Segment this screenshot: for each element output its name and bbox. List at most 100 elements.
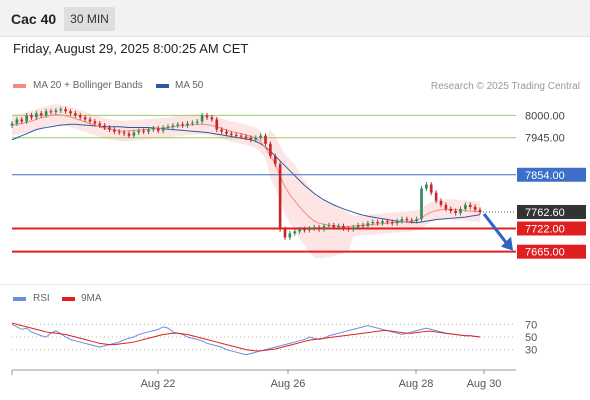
candle	[234, 132, 238, 139]
candle	[186, 121, 189, 128]
candle	[400, 216, 404, 224]
ma50-legend-swatch	[156, 84, 169, 88]
candle-body	[454, 210, 457, 214]
candle	[254, 135, 258, 143]
candle	[473, 204, 477, 213]
candle-body	[142, 130, 145, 132]
candle-body	[239, 135, 243, 137]
candle	[15, 116, 19, 126]
candle-body	[220, 129, 223, 132]
candle-body	[93, 121, 97, 124]
candle	[454, 208, 457, 216]
level-tag-text: 7945.00	[525, 133, 565, 145]
candle	[200, 112, 204, 124]
level-tag-bg	[517, 108, 586, 123]
candle	[337, 223, 340, 230]
candle	[468, 202, 472, 210]
candle-body	[191, 122, 194, 124]
candle-body	[298, 229, 301, 232]
candle	[249, 135, 253, 143]
candle	[230, 131, 233, 138]
candle-body	[327, 225, 331, 227]
candle-body	[366, 223, 370, 227]
level-tag-text: 8000.00	[525, 110, 565, 122]
candle-body	[259, 135, 262, 138]
candle-body	[44, 111, 48, 116]
candle	[147, 127, 150, 135]
candle-body	[83, 117, 87, 120]
candle-body	[342, 226, 345, 229]
candle-body	[347, 228, 350, 230]
bb-legend-label: MA 20 + Bollinger Bands	[33, 80, 143, 91]
candle	[405, 216, 409, 223]
candle	[195, 119, 199, 126]
candle	[78, 112, 82, 120]
candle	[64, 106, 67, 114]
level-tag-text: 7665.00	[525, 247, 565, 259]
bollinger-band	[12, 104, 480, 259]
bb-legend-swatch	[13, 84, 26, 88]
candle-body	[30, 115, 33, 118]
candle	[288, 230, 292, 240]
candle-body	[64, 109, 67, 112]
candle	[181, 121, 184, 128]
candle	[88, 116, 92, 124]
candle	[220, 127, 223, 135]
timeframe-selector[interactable]: 30 MIN	[64, 7, 115, 31]
candle-body	[10, 123, 14, 126]
candle-body	[69, 111, 72, 114]
candle	[191, 120, 194, 126]
candle-body	[278, 164, 282, 230]
candle-body	[322, 226, 326, 230]
candle-body	[147, 129, 150, 132]
candle-body	[117, 131, 121, 133]
candle-body	[273, 156, 277, 165]
level-tag-7665.00: 7665.00	[517, 244, 586, 259]
candle	[171, 123, 175, 130]
candle	[113, 127, 116, 135]
candle-body	[434, 192, 438, 201]
candle	[156, 125, 160, 134]
candle	[420, 186, 423, 222]
candle	[376, 219, 379, 226]
candle	[415, 216, 418, 224]
candle	[386, 218, 389, 225]
candle-body	[429, 184, 433, 193]
candle-body	[444, 204, 448, 209]
candle-body	[288, 233, 292, 238]
candle-body	[283, 229, 287, 238]
candle	[429, 182, 433, 196]
candle-body	[420, 188, 423, 220]
x-label-Aug 28: Aug 28	[399, 378, 434, 390]
symbol-title: Cac 40	[11, 11, 57, 27]
candle	[10, 121, 14, 128]
candle	[117, 129, 121, 135]
candle-body	[473, 206, 477, 210]
candle-body	[166, 126, 170, 128]
candle-body	[312, 227, 316, 229]
candle-body	[20, 119, 24, 122]
candle	[142, 128, 145, 135]
candle	[264, 133, 267, 147]
x-label-Aug 26: Aug 26	[271, 378, 306, 390]
candle-body	[390, 221, 394, 224]
candle	[44, 108, 48, 118]
candle-body	[371, 221, 375, 224]
timestamp: Friday, August 29, 2025 8:00:25 AM CET	[13, 41, 249, 56]
candle-body	[200, 115, 204, 122]
candle	[39, 110, 43, 118]
level-tag-bg	[517, 244, 586, 259]
candle	[356, 222, 360, 230]
toolbar: Cac 40 30 MIN	[0, 0, 590, 37]
candle	[103, 123, 106, 130]
rsi-tick-30: 30	[525, 345, 537, 357]
candle	[293, 228, 297, 236]
candle	[361, 222, 365, 229]
candle	[381, 218, 384, 226]
candle-body	[337, 226, 340, 228]
level-tag-8000.00: 8000.00	[517, 108, 586, 123]
candle	[410, 217, 414, 224]
candle-body	[449, 208, 453, 211]
level-tag-text: 7762.60	[525, 207, 565, 219]
